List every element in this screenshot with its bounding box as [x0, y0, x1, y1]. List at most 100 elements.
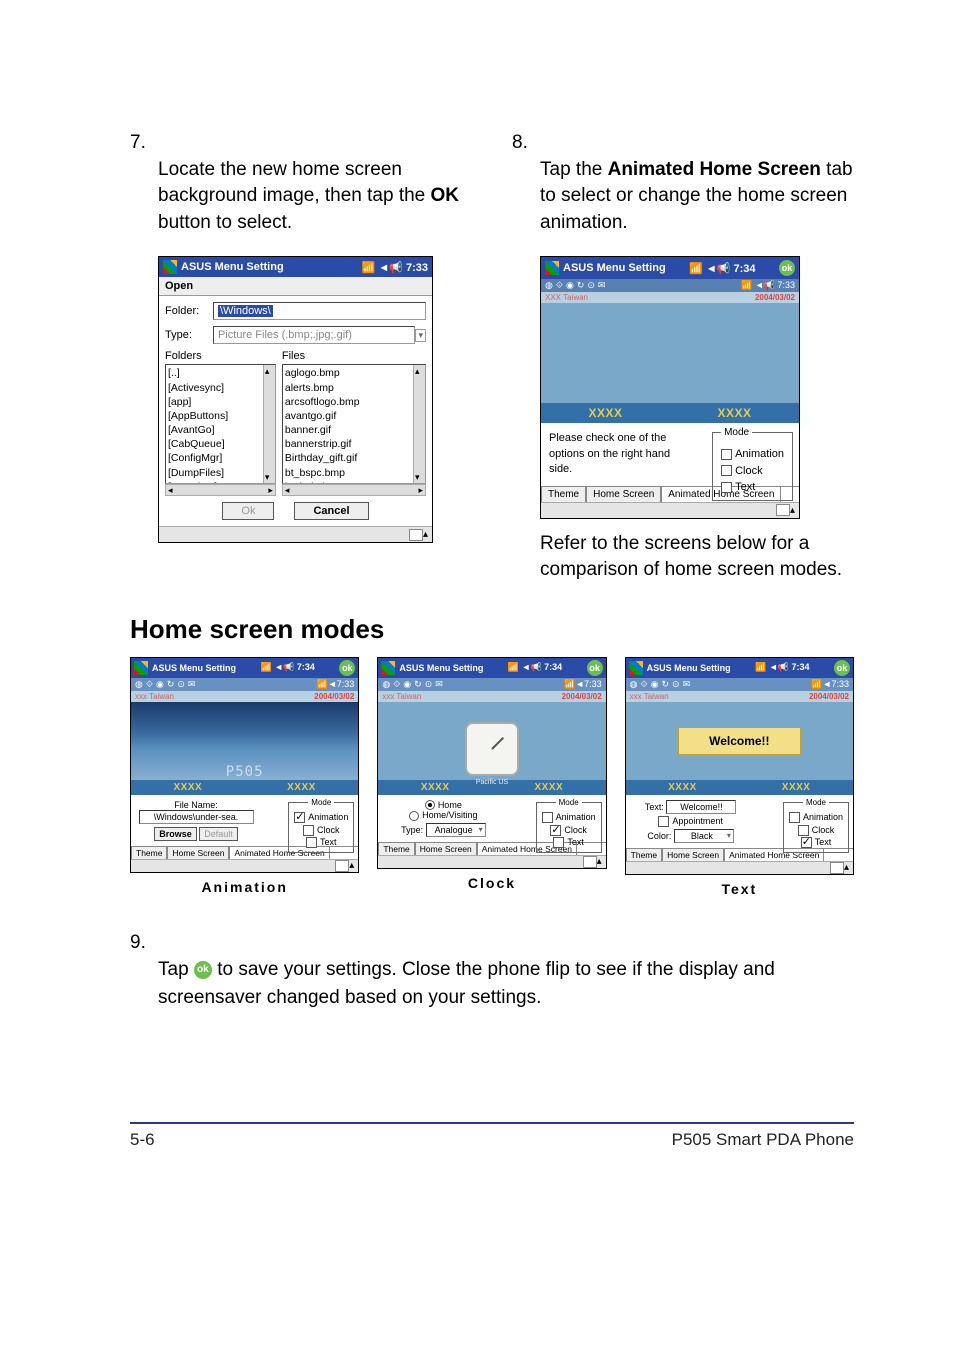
ok-button[interactable]: ok	[834, 660, 850, 676]
step9-num: 9.	[130, 932, 146, 953]
step8-column: 8. Tap the Animated Home Screen tab to s…	[512, 130, 854, 584]
h-scrollbar[interactable]: ◂▸	[282, 484, 426, 496]
clock-checkbox[interactable]	[798, 825, 809, 836]
tab-home-screen[interactable]: Home Screen	[167, 846, 229, 859]
scrollbar[interactable]	[413, 365, 425, 483]
home-radio[interactable]	[425, 800, 435, 810]
refer-text: Refer to the screens below for a compari…	[540, 531, 854, 584]
text-mode-shot: ASUS Menu Setting📶 ◄📢 7:34ok ◍⟐◉↻⊙✉📶◄7:3…	[625, 657, 854, 875]
window-titlebar: ASUS Menu Setting 📶 ◄📢 7:34 ok	[541, 257, 799, 279]
sip-bar[interactable]: ▴	[541, 502, 799, 518]
tab-home-screen[interactable]: Home Screen	[586, 486, 661, 502]
section-heading: Home screen modes	[130, 614, 854, 645]
start-icon[interactable]	[545, 261, 559, 275]
footer-rule	[130, 1122, 854, 1124]
ok-button[interactable]: ok	[587, 660, 603, 676]
status-icon: ⊙	[587, 280, 595, 291]
type-select[interactable]: Picture Files (.bmp;.jpg;.gif)	[213, 326, 415, 344]
step8-num: 8.	[512, 132, 528, 153]
text-checkbox[interactable]	[801, 837, 812, 848]
preview-area	[541, 303, 799, 403]
files-heading: Files	[282, 350, 426, 362]
status-icon: ⟐	[556, 280, 563, 291]
type-label: Type:	[165, 329, 213, 341]
keyboard-icon[interactable]	[335, 860, 349, 872]
ok-button[interactable]: Ok	[222, 502, 274, 520]
text-input[interactable]: Welcome!!	[666, 800, 736, 814]
tab-theme[interactable]: Theme	[626, 848, 662, 861]
caption-animation: Animation	[201, 879, 287, 895]
ok-label: OK	[431, 185, 460, 206]
step8-text: 8. Tap the Animated Home Screen tab to s…	[512, 130, 854, 236]
h-scrollbar[interactable]: ◂▸	[165, 484, 276, 496]
caption-text: Text	[721, 881, 757, 897]
files-list[interactable]: aglogo.bmp alerts.bmp arcsoftlogo.bmp av…	[282, 364, 426, 484]
clock-checkbox[interactable]	[550, 825, 561, 836]
folders-list[interactable]: [..] [Activesync] [app] [AppButtons] [Av…	[165, 364, 276, 484]
mode-group: Mode Animation Clock Text	[712, 425, 793, 501]
filename-label: File Name:	[136, 800, 256, 810]
tab-home-screen[interactable]: Home Screen	[415, 842, 477, 855]
status-icon: ✉	[598, 280, 606, 291]
file-open-dialog: ASUS Menu Setting 📶 ◄📢 7:33 Open Folder:…	[158, 256, 433, 543]
text-checkbox[interactable]	[553, 837, 564, 848]
scrollbar[interactable]	[263, 365, 275, 483]
ok-button[interactable]: ok	[339, 660, 355, 676]
start-icon[interactable]	[629, 661, 643, 675]
color-select[interactable]: Black	[674, 829, 734, 843]
keyboard-icon[interactable]	[583, 856, 597, 868]
default-button[interactable]: Default	[199, 827, 238, 841]
page-footer: 5-6 P505 Smart PDA Phone	[130, 1130, 854, 1150]
start-icon[interactable]	[163, 260, 177, 274]
ok-icon: ok	[194, 961, 212, 979]
keyboard-icon[interactable]	[409, 529, 423, 541]
mode-comparison-row: ASUS Menu Setting📶 ◄📢 7:34ok ◍⟐◉↻⊙✉📶◄7:3…	[130, 657, 854, 899]
text-checkbox[interactable]	[721, 482, 732, 493]
browse-button[interactable]: Browse	[154, 827, 197, 841]
preview-area: P505	[131, 702, 358, 780]
animation-checkbox[interactable]	[721, 449, 732, 460]
folder-input[interactable]: \Windows\	[213, 302, 426, 320]
clock-mode-shot: ASUS Menu Setting📶 ◄📢 7:34ok ◍⟐◉↻⊙✉📶◄7:3…	[377, 657, 606, 869]
tab-theme[interactable]: Theme	[541, 486, 586, 502]
status-icon: ◍	[545, 280, 553, 291]
keyboard-icon[interactable]	[776, 504, 790, 516]
animation-checkbox[interactable]	[294, 812, 305, 823]
preview-area	[378, 702, 605, 780]
step7-column: 7. Locate the new home screen background…	[130, 130, 472, 584]
doc-title: P505 Smart PDA Phone	[672, 1130, 854, 1150]
start-icon[interactable]	[134, 661, 148, 675]
animation-checkbox[interactable]	[789, 812, 800, 823]
visiting-radio[interactable]	[409, 811, 419, 821]
tab-theme[interactable]: Theme	[378, 842, 414, 855]
tab-home-screen[interactable]: Home Screen	[662, 848, 724, 861]
clock-checkbox[interactable]	[303, 825, 314, 836]
preview-area: Welcome!!	[626, 702, 853, 780]
keyboard-icon[interactable]	[830, 862, 844, 874]
sip-bar[interactable]: ▴	[159, 526, 432, 542]
folders-heading: Folders	[165, 350, 276, 362]
animation-checkbox[interactable]	[542, 812, 553, 823]
step9-text: 9. Tap ok to save your settings. Close t…	[130, 929, 854, 1012]
text-checkbox[interactable]	[306, 837, 317, 848]
page-number: 5-6	[130, 1130, 155, 1150]
status-icon: ◉	[566, 280, 574, 291]
window-titlebar: ASUS Menu Setting 📶 ◄📢 7:33	[159, 257, 432, 277]
clock-checkbox[interactable]	[721, 465, 732, 476]
caption-clock: Clock	[468, 875, 516, 891]
step7-num: 7.	[130, 132, 146, 153]
clock-icon	[465, 722, 519, 776]
folder-label: Folder:	[165, 305, 213, 317]
type-select[interactable]: Analogue	[426, 823, 486, 837]
start-icon[interactable]	[381, 661, 395, 675]
ok-button[interactable]: ok	[779, 260, 795, 276]
step7-text: 7. Locate the new home screen background…	[130, 130, 472, 236]
mode-instructions: Please check one of the options on the r…	[549, 431, 679, 477]
status-icon: ↻	[577, 280, 585, 291]
cancel-button[interactable]: Cancel	[294, 502, 368, 520]
tab-theme[interactable]: Theme	[131, 846, 167, 859]
animated-home-settings: ASUS Menu Setting 📶 ◄📢 7:34 ok ◍⟐◉↻⊙✉ 📶 …	[540, 256, 800, 518]
filename-input[interactable]: \Windows\under-sea.	[139, 810, 254, 824]
appointment-checkbox[interactable]	[658, 816, 669, 827]
animation-mode-shot: ASUS Menu Setting📶 ◄📢 7:34ok ◍⟐◉↻⊙✉📶◄7:3…	[130, 657, 359, 873]
